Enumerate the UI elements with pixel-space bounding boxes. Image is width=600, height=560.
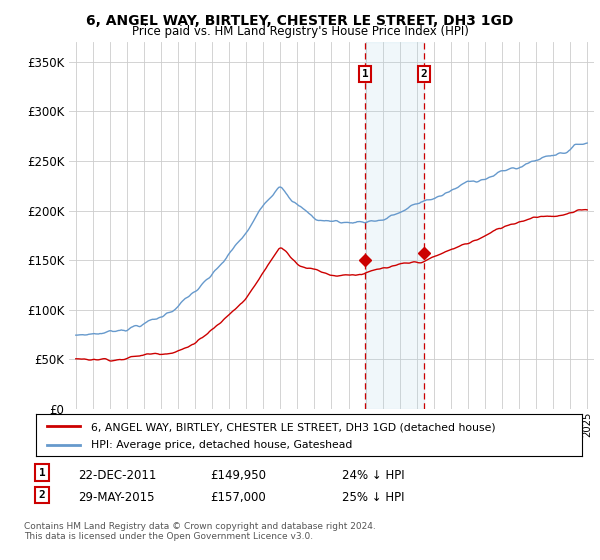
Text: 25% ↓ HPI: 25% ↓ HPI <box>342 491 404 504</box>
Text: Contains HM Land Registry data © Crown copyright and database right 2024.
This d: Contains HM Land Registry data © Crown c… <box>24 522 376 542</box>
Text: £157,000: £157,000 <box>210 491 266 504</box>
Text: £149,950: £149,950 <box>210 469 266 482</box>
Text: 29-MAY-2015: 29-MAY-2015 <box>78 491 155 504</box>
Text: 24% ↓ HPI: 24% ↓ HPI <box>342 469 404 482</box>
Text: 2: 2 <box>38 490 46 500</box>
Text: HPI: Average price, detached house, Gateshead: HPI: Average price, detached house, Gate… <box>91 441 352 450</box>
Text: 6, ANGEL WAY, BIRTLEY, CHESTER LE STREET, DH3 1GD: 6, ANGEL WAY, BIRTLEY, CHESTER LE STREET… <box>86 14 514 28</box>
Text: Price paid vs. HM Land Registry's House Price Index (HPI): Price paid vs. HM Land Registry's House … <box>131 25 469 38</box>
Text: 1: 1 <box>362 69 368 79</box>
Text: 1: 1 <box>38 468 46 478</box>
Text: 6, ANGEL WAY, BIRTLEY, CHESTER LE STREET, DH3 1GD (detached house): 6, ANGEL WAY, BIRTLEY, CHESTER LE STREET… <box>91 422 495 432</box>
Bar <box>365 42 424 409</box>
Text: 22-DEC-2011: 22-DEC-2011 <box>78 469 157 482</box>
Text: 2: 2 <box>421 69 427 79</box>
